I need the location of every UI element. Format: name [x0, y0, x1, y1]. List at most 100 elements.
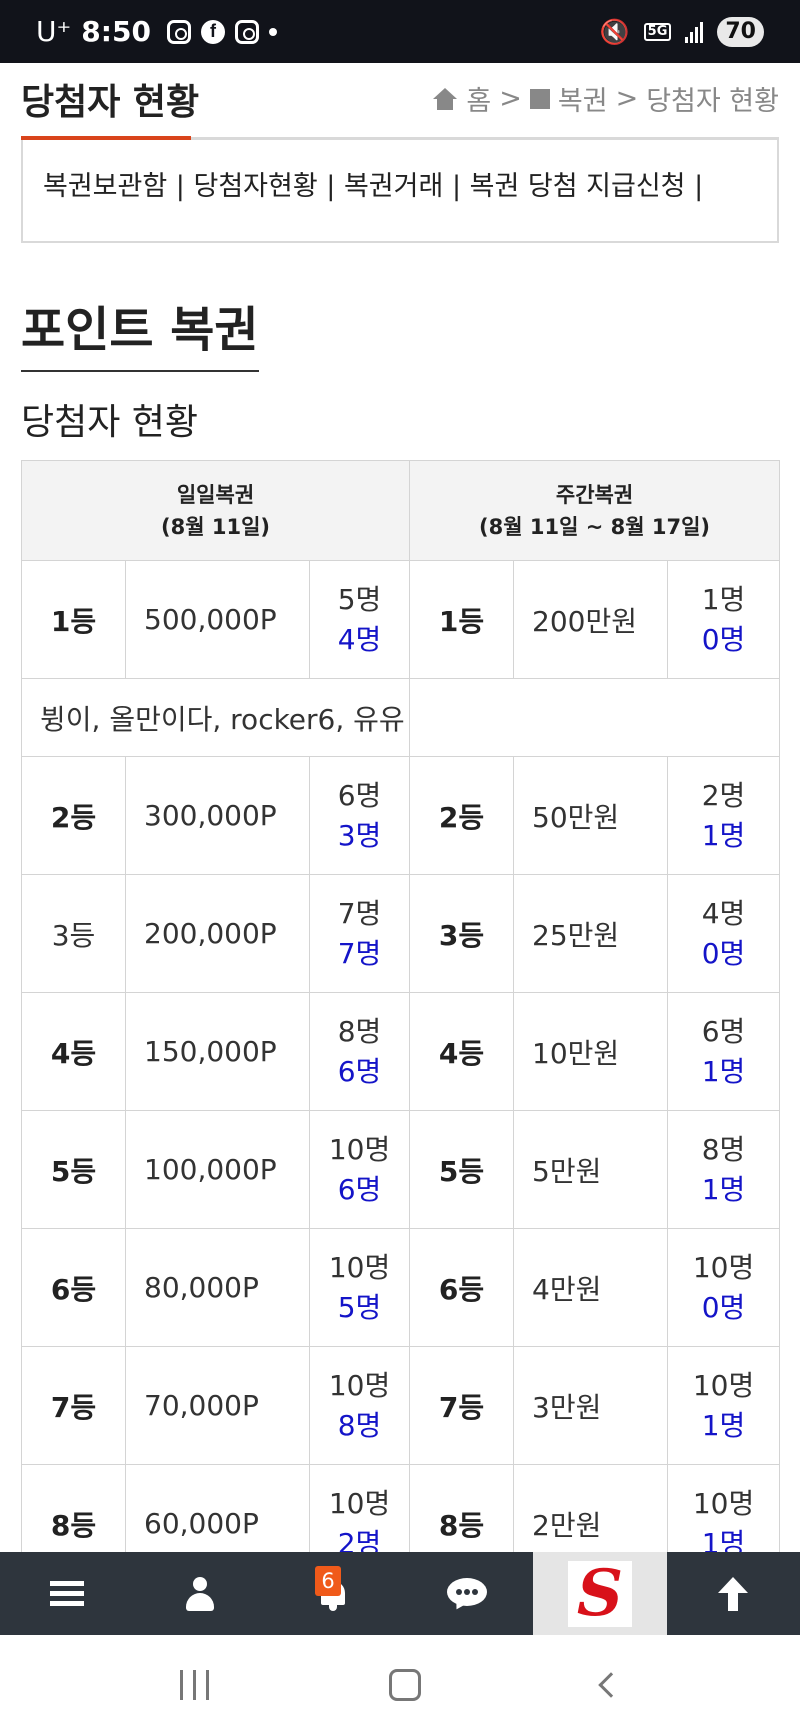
- weekly-count: 4명 0명: [667, 874, 781, 993]
- breadcrumb-home[interactable]: 홈: [466, 86, 492, 117]
- daily-lottery-header: 일일복권 (8월 11일): [20, 460, 411, 561]
- weekly-rank: 7등: [409, 1346, 515, 1465]
- daily-total: 10명: [328, 1368, 391, 1402]
- daily-won: 7명: [337, 936, 382, 970]
- submenu-separator: |: [326, 171, 344, 202]
- daily-total: 10명: [328, 1132, 391, 1166]
- daily-won: 6명: [337, 1054, 382, 1088]
- weekly-won: 0명: [701, 1290, 746, 1324]
- winners-names-empty: [409, 678, 781, 757]
- menu-button[interactable]: [0, 1552, 133, 1635]
- daily-won: 8명: [337, 1408, 382, 1442]
- system-nav-bar: [0, 1635, 800, 1734]
- daily-total: 10명: [328, 1486, 391, 1520]
- status-bar: U⁺ 8:50 f 🔇 5G 70: [0, 0, 800, 63]
- daily-prize: 500,000P: [125, 560, 310, 679]
- user-icon: [185, 1576, 215, 1611]
- breadcrumb-separator: >: [615, 83, 639, 114]
- weekly-total: 2명: [701, 778, 746, 812]
- carrier-label: U⁺: [36, 15, 72, 48]
- table-row: 7등 70,000P 10명 8명 7등 3만원 10명 1명: [21, 1346, 781, 1465]
- submenu-item-payout[interactable]: 복권 당첨 지급신청: [469, 171, 686, 202]
- table-row: 3등 200,000P 7명 7명 3등 25만원 4명 0명: [21, 874, 781, 993]
- daily-count: 10명 6명: [308, 1110, 411, 1229]
- weekly-total: 10명: [692, 1250, 755, 1284]
- daily-count: 10명 5명: [308, 1228, 411, 1347]
- breadcrumb: 홈 > 복권 > 당첨자 현황: [432, 79, 779, 118]
- weekly-won: 1명: [701, 1172, 746, 1206]
- breadcrumb-current: 당첨자 현황: [646, 86, 779, 117]
- notification-dot-icon: [268, 27, 277, 36]
- table-row: 2등 300,000P 6명 3명 2등 50만원 2명 1명: [21, 756, 781, 875]
- daily-count: 10명 8명: [308, 1346, 411, 1465]
- weekly-won: 1명: [701, 1408, 746, 1442]
- daily-rank: 5등: [21, 1110, 126, 1229]
- page-title: 당첨자 현황: [21, 82, 200, 123]
- instagram-icon: [166, 19, 191, 44]
- title-underline: [21, 136, 191, 140]
- daily-rank: 7등: [21, 1346, 126, 1465]
- winners-names-row: 뷩이, 올만이다, rocker6, 유유: [20, 678, 781, 757]
- daily-won: 5명: [337, 1290, 382, 1324]
- weekly-header-title: 주간복권: [555, 482, 634, 507]
- table-row: 4등 150,000P 8명 6명 4등 10만원 6명 1명: [21, 992, 781, 1111]
- daily-count: 5명 4명: [308, 560, 411, 679]
- profile-button[interactable]: [133, 1552, 266, 1635]
- daily-total: 7명: [337, 896, 382, 930]
- square-icon: [529, 88, 550, 109]
- notification-badge: 6: [315, 1566, 341, 1596]
- daily-prize: 150,000P: [125, 992, 310, 1111]
- chat-button[interactable]: [400, 1552, 533, 1635]
- weekly-count: 10명 0명: [667, 1228, 781, 1347]
- daily-prize: 200,000P: [125, 874, 310, 993]
- back-icon[interactable]: [598, 1671, 624, 1698]
- weekly-total: 10명: [692, 1368, 755, 1402]
- breadcrumb-section[interactable]: 복권: [557, 86, 608, 117]
- sub-title: 당첨자 현황: [21, 402, 199, 443]
- weekly-won: 0명: [701, 936, 746, 970]
- network-5g-icon: 5G: [643, 22, 672, 41]
- daily-prize: 70,000P: [125, 1346, 310, 1465]
- home-button-icon[interactable]: [389, 1668, 422, 1701]
- scroll-top-button[interactable]: [667, 1552, 800, 1635]
- winners-table: 일일복권 (8월 11일) 주간복권 (8월 11일 ~ 8월 17일) 1등 …: [20, 460, 781, 1583]
- breadcrumb-separator: >: [499, 83, 522, 114]
- weekly-total: 6명: [701, 1014, 746, 1048]
- page-header: 당첨자 현황 홈 > 복권 > 당첨자 현황: [21, 63, 779, 140]
- table-row: 6등 80,000P 10명 5명 6등 4만원 10명 0명: [21, 1228, 781, 1347]
- instagram-icon: [234, 19, 259, 44]
- daily-prize: 80,000P: [125, 1228, 310, 1347]
- daily-prize: 100,000P: [125, 1110, 310, 1229]
- submenu-separator: |: [451, 171, 470, 202]
- clock: 8:50: [81, 15, 151, 48]
- weekly-rank: 5등: [409, 1110, 515, 1229]
- weekly-count: 10명 1명: [667, 1346, 781, 1465]
- weekly-prize: 5만원: [513, 1110, 669, 1229]
- recent-apps-icon[interactable]: [180, 1669, 210, 1700]
- signal-icon: [685, 21, 704, 43]
- mute-icon: 🔇: [599, 17, 630, 46]
- daily-won: 3명: [337, 818, 382, 852]
- weekly-won: 0명: [701, 622, 746, 656]
- daily-total: 6명: [337, 778, 382, 812]
- home-icon[interactable]: [432, 87, 458, 110]
- weekly-prize: 25만원: [513, 874, 669, 993]
- daily-count: 8명 6명: [308, 992, 411, 1111]
- weekly-lottery-header: 주간복권 (8월 11일 ~ 8월 17일): [409, 460, 781, 561]
- weekly-prize: 50만원: [513, 756, 669, 875]
- submenu-separator: |: [694, 171, 704, 202]
- weekly-prize: 4만원: [513, 1228, 669, 1347]
- weekly-won: 1명: [701, 818, 746, 852]
- submenu-item-storage[interactable]: 복권보관함: [43, 171, 168, 202]
- logo-button[interactable]: S: [533, 1552, 667, 1635]
- daily-total: 5명: [337, 582, 382, 616]
- table-header-row: 일일복권 (8월 11일) 주간복권 (8월 11일 ~ 8월 17일): [20, 460, 781, 561]
- weekly-prize: 10만원: [513, 992, 669, 1111]
- weekly-count: 8명 1명: [667, 1110, 781, 1229]
- logo-letter: S: [576, 1555, 624, 1631]
- facebook-icon: f: [200, 19, 225, 44]
- table-row: 1등 500,000P 5명 4명 1등 200만원 1명 0명: [21, 560, 781, 679]
- submenu-item-winners[interactable]: 당첨자현황: [193, 171, 318, 202]
- submenu-item-trade[interactable]: 복권거래: [343, 171, 444, 202]
- weekly-count: 1명 0명: [667, 560, 781, 679]
